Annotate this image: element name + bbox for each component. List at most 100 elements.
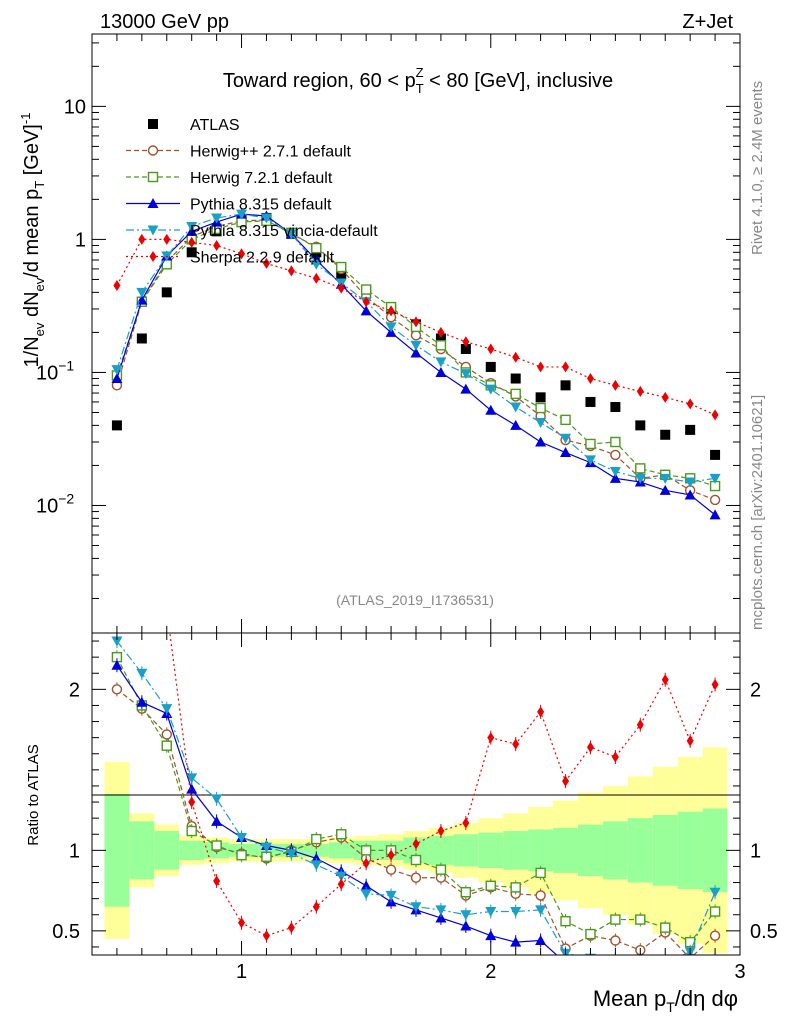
ratio-point-1-15 — [485, 880, 496, 891]
ratio-ticks: 0.5 0.5 1 1 2 2 1 2 3 — [52, 633, 778, 983]
legend-marker-2 — [147, 171, 159, 183]
main-point-0-24 — [710, 449, 721, 460]
main-point-5-8 — [312, 272, 320, 284]
main-point-0-19 — [585, 396, 596, 407]
main-point-3-20 — [609, 472, 621, 483]
main-point-2-13 — [435, 340, 447, 351]
ratio-point-0-20 — [610, 935, 621, 946]
ratio-band-stat-22 — [652, 814, 678, 886]
main-point-2-18 — [560, 414, 571, 426]
main-point-4-8 — [310, 259, 322, 270]
main-point-0-2 — [161, 287, 172, 298]
ratio-point-4-9 — [337, 878, 345, 890]
ratio-point-1-18 — [560, 915, 571, 927]
legend-marker-5 — [149, 251, 157, 262]
main-point-5-10 — [362, 296, 370, 308]
ratio-point-1-10 — [360, 845, 372, 856]
side-label-bottom: mcplots.cern.ch [arXiv:2401.10621] — [749, 395, 766, 630]
ratio-point-1-9 — [336, 829, 347, 840]
main-point-4-1 — [136, 287, 148, 298]
legend: ATLAS Herwig++ 2.7.1 default Herwig 7.2.1 … — [126, 117, 378, 267]
legend-marker-0 — [148, 119, 158, 129]
ratio-point-3-7 — [285, 849, 297, 860]
ratio-point-4-5 — [238, 917, 246, 929]
legend-marker-1 — [147, 145, 159, 156]
main-point-0-21 — [635, 420, 646, 431]
ratio-point-1-8 — [311, 833, 322, 845]
x-tick-label-0: 1 — [236, 961, 247, 983]
ratio-point-1-16 — [510, 882, 521, 893]
ratio-ytick-label-l-2: 2 — [69, 679, 80, 701]
analysis-id: (ATLAS_2019_I1736531) — [336, 592, 494, 608]
ratio-point-4-14 — [462, 817, 470, 829]
ratio-point-4-8 — [312, 901, 320, 913]
main-ytick-label-1: 1 — [75, 229, 86, 251]
ratio-band-stat-18 — [553, 827, 578, 873]
main-point-3-0 — [111, 373, 123, 384]
ratio-point-1-24 — [709, 906, 721, 917]
legend-label-5: Sherpa 2.2.9 default — [190, 250, 335, 267]
main-point-3-24 — [709, 509, 721, 520]
ratio-point-2-14 — [460, 920, 472, 931]
main-point-4-13 — [435, 357, 447, 368]
main-point-5-20 — [611, 379, 619, 391]
side-label-top: Rivet 4.1.0, ≥ 2.4M events — [749, 81, 766, 255]
ratio-point-3-0 — [111, 636, 123, 647]
ratio-point-1-3 — [186, 825, 197, 837]
ratio-point-3-1 — [136, 668, 148, 679]
main-point-2-10 — [360, 284, 372, 295]
main-point-4-21 — [634, 473, 646, 484]
main-point-4-12 — [410, 340, 422, 351]
ylabel-c: /d mean p — [21, 189, 43, 278]
main-point-1-24 — [709, 494, 721, 506]
main-point-0-16 — [510, 373, 521, 384]
ratio-point-2-17 — [535, 935, 547, 946]
ratio-band-stat-17 — [528, 829, 554, 872]
ratio-point-2-1 — [136, 696, 148, 707]
main-point-4-20 — [609, 467, 621, 478]
main-ylabel: 1/Nev dNev/d mean pT [GeV]-1 — [18, 113, 47, 368]
ylabel-c-sub: T — [32, 181, 47, 189]
legend-label-1: Herwig++ 2.7.1 default — [190, 144, 352, 161]
main-ytick-label-0: 10 — [64, 96, 86, 118]
main-point-5-17 — [537, 361, 545, 373]
main-point-5-9 — [337, 282, 345, 294]
ylabel-d-sup: -1 — [18, 113, 33, 125]
legend-label-0: ATLAS — [190, 117, 240, 134]
ratio-point-4-12 — [412, 838, 420, 850]
main-ytick-label-3: 10−2 — [36, 490, 74, 517]
main-point-0-20 — [610, 401, 621, 412]
legend-entry-4: Pythia 8.315 vincia-default — [126, 223, 378, 240]
main-point-0-23 — [685, 424, 696, 435]
ratio-band-stat-16 — [503, 831, 529, 870]
legend-entry-3: Pythia 8.315 default — [126, 197, 332, 214]
ratio-band-stat-13 — [428, 835, 454, 865]
ratio-point-2-15 — [485, 930, 497, 941]
ratio-series-layer — [111, 633, 721, 955]
ratio-point-1-17 — [535, 867, 546, 879]
ratio-point-2-0 — [111, 659, 123, 670]
main-point-0-14 — [460, 344, 471, 355]
main-point-4-3 — [186, 222, 198, 233]
main-point-4-6 — [260, 213, 272, 224]
ratio-point-3-3 — [186, 773, 198, 784]
ratio-band-stat-3 — [179, 840, 205, 861]
main-point-4-0 — [111, 365, 123, 376]
ratio-band-stat-1 — [129, 821, 155, 880]
main-point-5-18 — [562, 361, 570, 373]
main-point-0-0 — [111, 420, 122, 431]
ratio-band-stat-2 — [154, 831, 180, 870]
ratio-point-3-10 — [360, 889, 372, 900]
legend-entry-2: Herwig 7.2.1 default — [126, 170, 333, 187]
ratio-point-1-13 — [435, 864, 447, 875]
main-series-4 — [111, 209, 721, 488]
ratio-band-stat-14 — [453, 834, 479, 867]
ratio-ytick-label-l-0: 0.5 — [52, 921, 80, 943]
header-right-label: Z+Jet — [682, 11, 733, 33]
ratio-band-stat-15 — [478, 832, 504, 869]
ratio-band-stat-8 — [303, 843, 329, 857]
title-sub: T — [416, 81, 424, 96]
main-point-5-22 — [661, 391, 669, 403]
ratio-ytick-label-l-1: 1 — [69, 840, 80, 862]
ratio-point-0-11 — [385, 864, 397, 875]
